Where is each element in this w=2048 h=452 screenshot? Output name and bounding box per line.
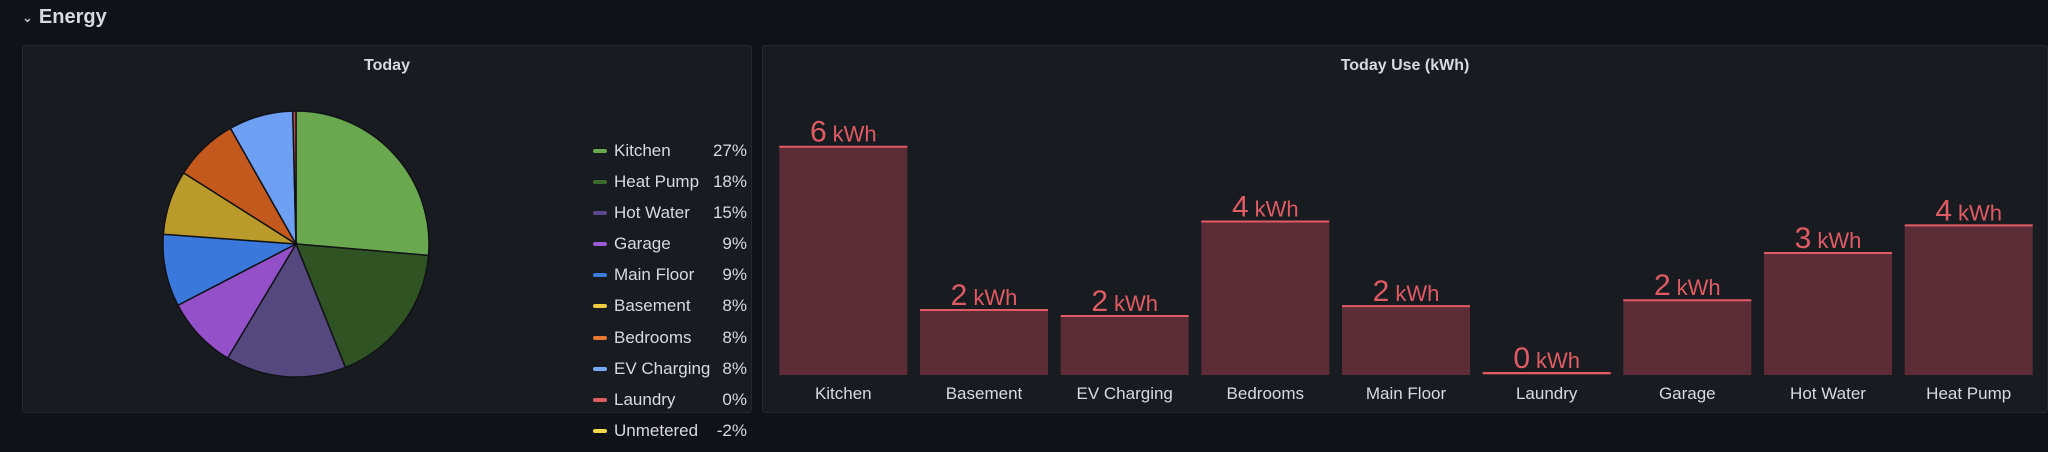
legend-item-laundry[interactable]: Laundry 0% [588, 390, 753, 421]
bar-value-number: 2 [951, 279, 968, 312]
bar-value-number: 3 [1795, 222, 1812, 255]
bar-ev-charging[interactable] [1060, 316, 1189, 375]
pie-slice-laundry[interactable] [291, 110, 297, 245]
bar-value-label: 0 kWh [1513, 342, 1580, 375]
chevron-down-icon[interactable]: ⌄ [22, 10, 33, 25]
legend-value: 27% [712, 141, 747, 160]
row-header-energy[interactable]: ⌄ Energy [22, 2, 107, 32]
bar-value-unit: kWh [1395, 281, 1439, 306]
pie-slice-kitchen[interactable] [295, 110, 430, 257]
legend-swatch [593, 211, 607, 216]
legend-value: 8% [722, 327, 747, 347]
bar-value-number: 2 [1654, 269, 1671, 302]
bar-value-unit: kWh [973, 285, 1017, 310]
bar-category-label: Kitchen [815, 384, 872, 403]
legend-swatch [593, 273, 607, 278]
bar-chart-panel: Today Use (kWh) 6 kWh Kitchen 2 kWh Basement 2… [762, 45, 2048, 413]
legend-swatch [593, 304, 607, 309]
bar-value-number: 4 [1232, 191, 1249, 224]
bar-value-label: 2 kWh [951, 279, 1018, 312]
bar-bedrooms[interactable] [1201, 221, 1330, 376]
legend-value: 0% [722, 389, 747, 409]
legend-label: Kitchen [614, 141, 671, 160]
pie-legend: Kitchen 27% Heat Pump 18% Hot Water 15% Garage… [588, 141, 753, 452]
bar-value-unit: kWh [1536, 348, 1580, 373]
bar-value-unit: kWh [1255, 197, 1299, 222]
legend-item-ev-charging[interactable]: EV Charging 8% [588, 359, 753, 390]
bar-category-label: Garage [1659, 384, 1716, 403]
bar-category-label: Bedrooms [1227, 384, 1304, 403]
legend-label: Main Floor [614, 265, 695, 285]
legend-swatch [593, 180, 607, 185]
legend-item-basement[interactable]: Basement 8% [588, 296, 753, 327]
legend-item-bedrooms[interactable]: Bedrooms 8% [588, 328, 753, 359]
legend-swatch [593, 242, 607, 247]
bar-value-label: 4 kWh [1935, 194, 2002, 227]
legend-label: Unmetered [614, 420, 699, 440]
bar-category-label: Basement [946, 384, 1023, 403]
legend-swatch [593, 428, 607, 433]
bar-category-label: Heat Pump [1926, 384, 2011, 403]
bar-value-label: 2 kWh [1654, 269, 1721, 302]
bar-value-number: 2 [1091, 285, 1108, 318]
bar-category-label: Main Floor [1366, 384, 1447, 403]
row-title: Energy [38, 5, 107, 28]
bar-value-label: 2 kWh [1091, 285, 1158, 318]
legend-label: Basement [614, 296, 691, 316]
legend-value: -2% [716, 420, 747, 440]
legend-item-garage[interactable]: Garage 9% [588, 234, 753, 265]
panel-title[interactable]: Today [364, 57, 410, 74]
bar-basement[interactable] [920, 310, 1048, 375]
bar-value-unit: kWh [1958, 200, 2002, 225]
pie-slice-heat-pump[interactable] [294, 243, 430, 369]
pie-slice-hot-water[interactable] [226, 242, 347, 378]
bar-value-number: 2 [1373, 275, 1390, 308]
panel-title[interactable]: Today Use (kWh) [1340, 57, 1470, 74]
legend-value: 9% [722, 234, 747, 254]
pie-chart [162, 110, 430, 378]
legend-value: 8% [722, 358, 747, 378]
bar-value-unit: kWh [1677, 275, 1721, 300]
bar-value-label: 3 kWh [1795, 222, 1862, 255]
bar-garage[interactable] [1623, 300, 1752, 375]
bar-value-number: 0 [1513, 342, 1530, 375]
legend-label: Bedrooms [614, 327, 692, 347]
bar-value-number: 4 [1935, 194, 1952, 227]
pie-chart-panel: Today Kitchen 27% Heat Pump 18% Hot Water 15%… [22, 45, 752, 440]
bar-category-label: Hot Water [1790, 384, 1866, 403]
legend-item-unmetered[interactable]: Unmetered -2% [588, 421, 753, 452]
bar-category-label: EV Charging [1077, 384, 1173, 403]
bar-value-label: 6 kWh [810, 116, 877, 149]
legend-swatch [593, 335, 607, 340]
bar-hot-water[interactable] [1764, 253, 1892, 375]
legend-value: 18% [712, 172, 747, 192]
legend-label: Hot Water [614, 203, 690, 223]
legend-item-heat-pump[interactable]: Heat Pump 18% [588, 172, 753, 203]
legend-item-main-floor[interactable]: Main Floor 9% [588, 265, 753, 296]
bar-value-label: 4 kWh [1232, 191, 1299, 224]
legend-swatch [593, 366, 607, 371]
bar-value-unit: kWh [1817, 228, 1861, 253]
legend-label: Garage [614, 234, 671, 254]
legend-swatch [593, 397, 607, 402]
bar-value-unit: kWh [833, 122, 877, 147]
bar-category-label: Laundry [1516, 384, 1578, 403]
legend-label: EV Charging [614, 358, 711, 378]
legend-item-hot-water[interactable]: Hot Water 15% [588, 203, 753, 234]
bar-value-number: 6 [810, 116, 827, 149]
legend-value: 9% [722, 265, 747, 285]
legend-item-kitchen[interactable]: Kitchen 27% [588, 141, 753, 172]
bar-main-floor[interactable] [1342, 306, 1470, 375]
bar-value-label: 2 kWh [1373, 275, 1440, 308]
legend-value: 8% [722, 296, 747, 316]
bar-heat-pump[interactable] [1904, 225, 2033, 375]
legend-swatch [593, 149, 607, 153]
bar-value-unit: kWh [1114, 291, 1158, 316]
legend-label: Heat Pump [614, 172, 700, 192]
legend-label: Laundry [614, 389, 676, 409]
bar-kitchen[interactable] [779, 146, 908, 375]
legend-value: 15% [712, 203, 747, 223]
